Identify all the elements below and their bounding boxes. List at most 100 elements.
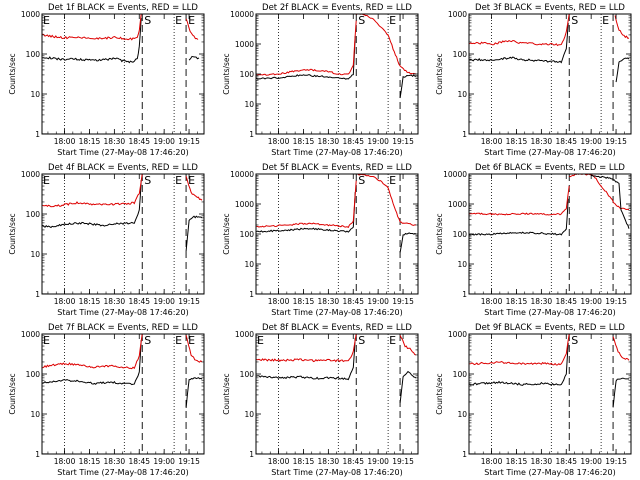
- lld-series-line: [612, 336, 630, 361]
- x-tick-label: 19:00: [367, 297, 389, 306]
- x-tick-label: 19:15: [392, 457, 414, 466]
- x-tick-label: 18:00: [268, 137, 290, 146]
- events-series-line: [469, 342, 569, 386]
- x-tick-label: 19:00: [580, 137, 602, 146]
- x-tick-label: 18:45: [555, 297, 577, 306]
- x-tick-label: 18:00: [54, 297, 76, 306]
- events-series-line: [399, 232, 417, 253]
- y-tick-label: 1000: [448, 200, 467, 209]
- x-tick-label: 19:15: [605, 297, 627, 306]
- y-tick-label: 10000: [230, 170, 254, 179]
- x-tick-label: 18:00: [54, 137, 76, 146]
- y-tick-label: 10: [457, 90, 467, 99]
- x-tick-label: 19:00: [153, 297, 175, 306]
- panel-title: Det 4f BLACK = Events, RED = LLD: [48, 163, 198, 173]
- lld-series-line: [469, 334, 570, 366]
- lld-series-line: [185, 18, 199, 40]
- event-marker-E: E: [257, 334, 264, 347]
- events-series-line: [615, 57, 630, 83]
- event-marker-S: S: [358, 174, 365, 187]
- events-series-line: [42, 340, 142, 386]
- lld-series-line: [256, 180, 357, 229]
- events-series-line: [185, 215, 203, 252]
- event-marker-S: S: [144, 174, 151, 187]
- y-tick-label: 1: [35, 290, 40, 299]
- x-axis-label: Start Time (27-May-08 17:46:20): [57, 148, 188, 157]
- y-tick-label: 1: [462, 450, 467, 459]
- x-axis-label: Start Time (27-May-08 17:46:20): [57, 468, 188, 477]
- x-axis-label: Start Time (27-May-08 17:46:20): [484, 308, 615, 317]
- events-series-line: [185, 377, 203, 408]
- y-axis-label: Counts/sec: [8, 53, 17, 94]
- y-tick-label: 1000: [448, 10, 467, 19]
- panel-1: Det 1f BLACK = Events, RED = LLD Start Ti…: [8, 3, 205, 157]
- y-tick-label: 1000: [235, 330, 254, 339]
- plot-frame: [255, 333, 419, 455]
- x-tick-label: 19:15: [178, 297, 200, 306]
- x-tick-label: 18:45: [128, 457, 150, 466]
- y-tick-label: 10000: [443, 170, 467, 179]
- y-axis-label: Counts/sec: [8, 373, 17, 414]
- x-tick-label: 19:15: [392, 297, 414, 306]
- plot-frame: [255, 173, 419, 295]
- panel-7: Det 7f BLACK = Events, RED = LLD Start Ti…: [8, 323, 205, 477]
- y-axis-label: Counts/sec: [222, 213, 231, 254]
- y-tick-label: 100: [453, 370, 468, 379]
- y-tick-label: 1: [249, 290, 254, 299]
- event-marker-E: E: [188, 174, 195, 187]
- x-tick-label: 18:15: [506, 457, 528, 466]
- y-tick-label: 10: [30, 410, 40, 419]
- x-tick-label: 18:45: [128, 297, 150, 306]
- x-tick-label: 18:00: [481, 137, 503, 146]
- x-tick-label: 18:45: [342, 137, 364, 146]
- x-axis-label: Start Time (27-May-08 17:46:20): [57, 308, 188, 317]
- panel-title: Det 8f BLACK = Events, RED = LLD: [262, 323, 412, 333]
- y-tick-label: 1000: [235, 40, 254, 49]
- panel-5: Det 5f BLACK = Events, RED = LLD Start Ti…: [222, 163, 419, 317]
- y-tick-label: 100: [26, 370, 41, 379]
- x-tick-label: 18:45: [555, 137, 577, 146]
- event-marker-E: E: [43, 334, 50, 347]
- lld-series-line: [185, 176, 203, 201]
- x-tick-label: 19:00: [153, 457, 175, 466]
- x-axis-label: Start Time (27-May-08 17:46:20): [484, 468, 615, 477]
- panel-9: Det 9f BLACK = Events, RED = LLD Start Ti…: [435, 323, 632, 477]
- y-tick-label: 100: [453, 230, 468, 239]
- x-tick-label: 19:15: [392, 137, 414, 146]
- x-tick-label: 18:15: [293, 137, 315, 146]
- plot-frame: [468, 333, 632, 455]
- panel-title: Det 5f BLACK = Events, RED = LLD: [262, 163, 412, 173]
- x-tick-label: 18:15: [506, 137, 528, 146]
- x-tick-label: 19:00: [367, 457, 389, 466]
- lld-series-line: [356, 174, 417, 226]
- events-series-line: [256, 337, 356, 381]
- panel-3: Det 3f BLACK = Events, RED = LLD Start Ti…: [435, 3, 632, 157]
- panel-title: Det 6f BLACK = Events, RED = LLD: [475, 163, 625, 173]
- x-axis-label: Start Time (27-May-08 17:46:20): [271, 148, 402, 157]
- x-tick-label: 18:30: [531, 297, 553, 306]
- lld-series-line: [614, 15, 630, 39]
- x-tick-label: 18:30: [531, 457, 553, 466]
- y-tick-label: 100: [240, 370, 255, 379]
- events-series-line: [42, 180, 142, 229]
- y-tick-label: 1000: [21, 170, 40, 179]
- x-tick-label: 18:15: [79, 297, 101, 306]
- event-marker-E: E: [175, 14, 182, 27]
- event-marker-S: S: [144, 14, 151, 27]
- y-tick-label: 1: [462, 130, 467, 139]
- x-tick-label: 19:15: [605, 137, 627, 146]
- event-marker-S: S: [358, 14, 365, 27]
- x-tick-label: 18:15: [293, 297, 315, 306]
- event-marker-S: S: [571, 14, 578, 27]
- x-tick-label: 18:30: [104, 297, 126, 306]
- x-tick-label: 18:45: [342, 297, 364, 306]
- event-marker-E: E: [602, 14, 609, 27]
- events-series-line: [256, 36, 356, 80]
- lld-series-line: [469, 185, 570, 216]
- events-series-line: [469, 198, 569, 236]
- event-marker-E: E: [175, 174, 182, 187]
- panel-8: Det 8f BLACK = Events, RED = LLD Start Ti…: [222, 323, 419, 477]
- y-tick-label: 100: [453, 50, 468, 59]
- x-axis-label: Start Time (27-May-08 17:46:20): [484, 148, 615, 157]
